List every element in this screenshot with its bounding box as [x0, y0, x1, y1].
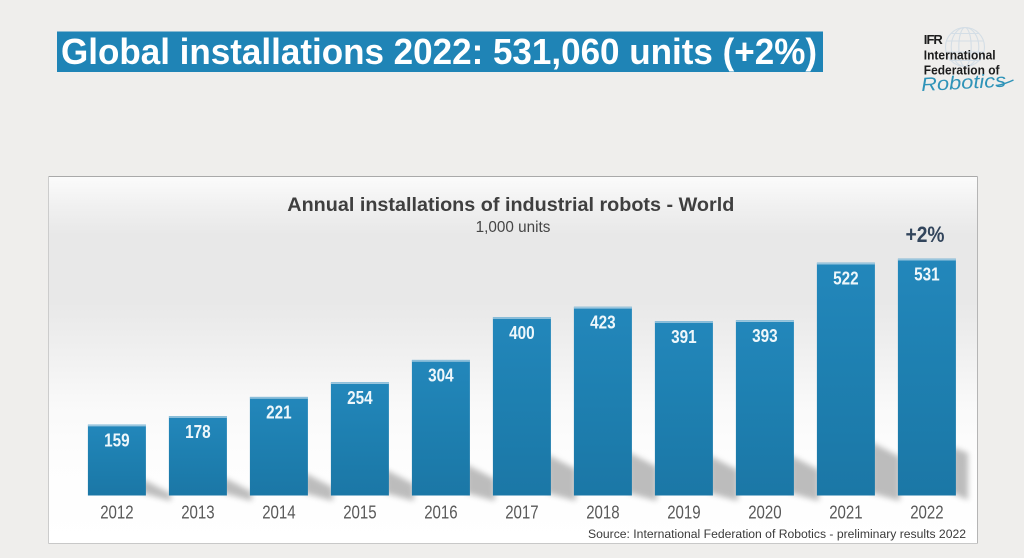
svg-text:+2%: +2%: [906, 222, 945, 247]
svg-text:2022: 2022: [910, 502, 943, 523]
svg-text:Source: International Federati: Source: International Federation of Robo…: [588, 527, 966, 541]
svg-text:522: 522: [833, 268, 859, 289]
svg-text:Federation of: Federation of: [924, 62, 1000, 77]
svg-text:393: 393: [752, 325, 778, 346]
svg-text:Annual installations of indust: Annual installations of industrial robot…: [287, 194, 734, 216]
svg-text:178: 178: [185, 421, 211, 442]
svg-text:221: 221: [266, 402, 292, 423]
svg-text:423: 423: [590, 312, 616, 333]
svg-text:2019: 2019: [667, 502, 700, 523]
svg-text:Robotics: Robotics: [921, 71, 1008, 96]
svg-text:2016: 2016: [424, 502, 457, 523]
svg-text:254: 254: [347, 387, 373, 408]
svg-text:159: 159: [104, 429, 130, 450]
svg-text:International: International: [924, 47, 996, 62]
svg-text:531: 531: [914, 264, 940, 285]
svg-text:2020: 2020: [748, 502, 781, 523]
svg-text:1,000 units: 1,000 units: [476, 219, 551, 236]
svg-text:Global installations 2022: 531: Global installations 2022: 531,060 units…: [61, 31, 817, 72]
svg-text:2015: 2015: [343, 502, 376, 523]
svg-text:304: 304: [428, 365, 454, 386]
svg-text:2018: 2018: [586, 502, 619, 523]
svg-text:2012: 2012: [100, 502, 133, 523]
svg-text:2017: 2017: [505, 502, 538, 523]
svg-text:2021: 2021: [829, 502, 862, 523]
svg-text:400: 400: [509, 322, 535, 343]
svg-text:391: 391: [671, 326, 697, 347]
svg-text:2014: 2014: [262, 502, 295, 523]
svg-text:2013: 2013: [181, 502, 214, 523]
svg-text:IFR: IFR: [924, 32, 944, 47]
